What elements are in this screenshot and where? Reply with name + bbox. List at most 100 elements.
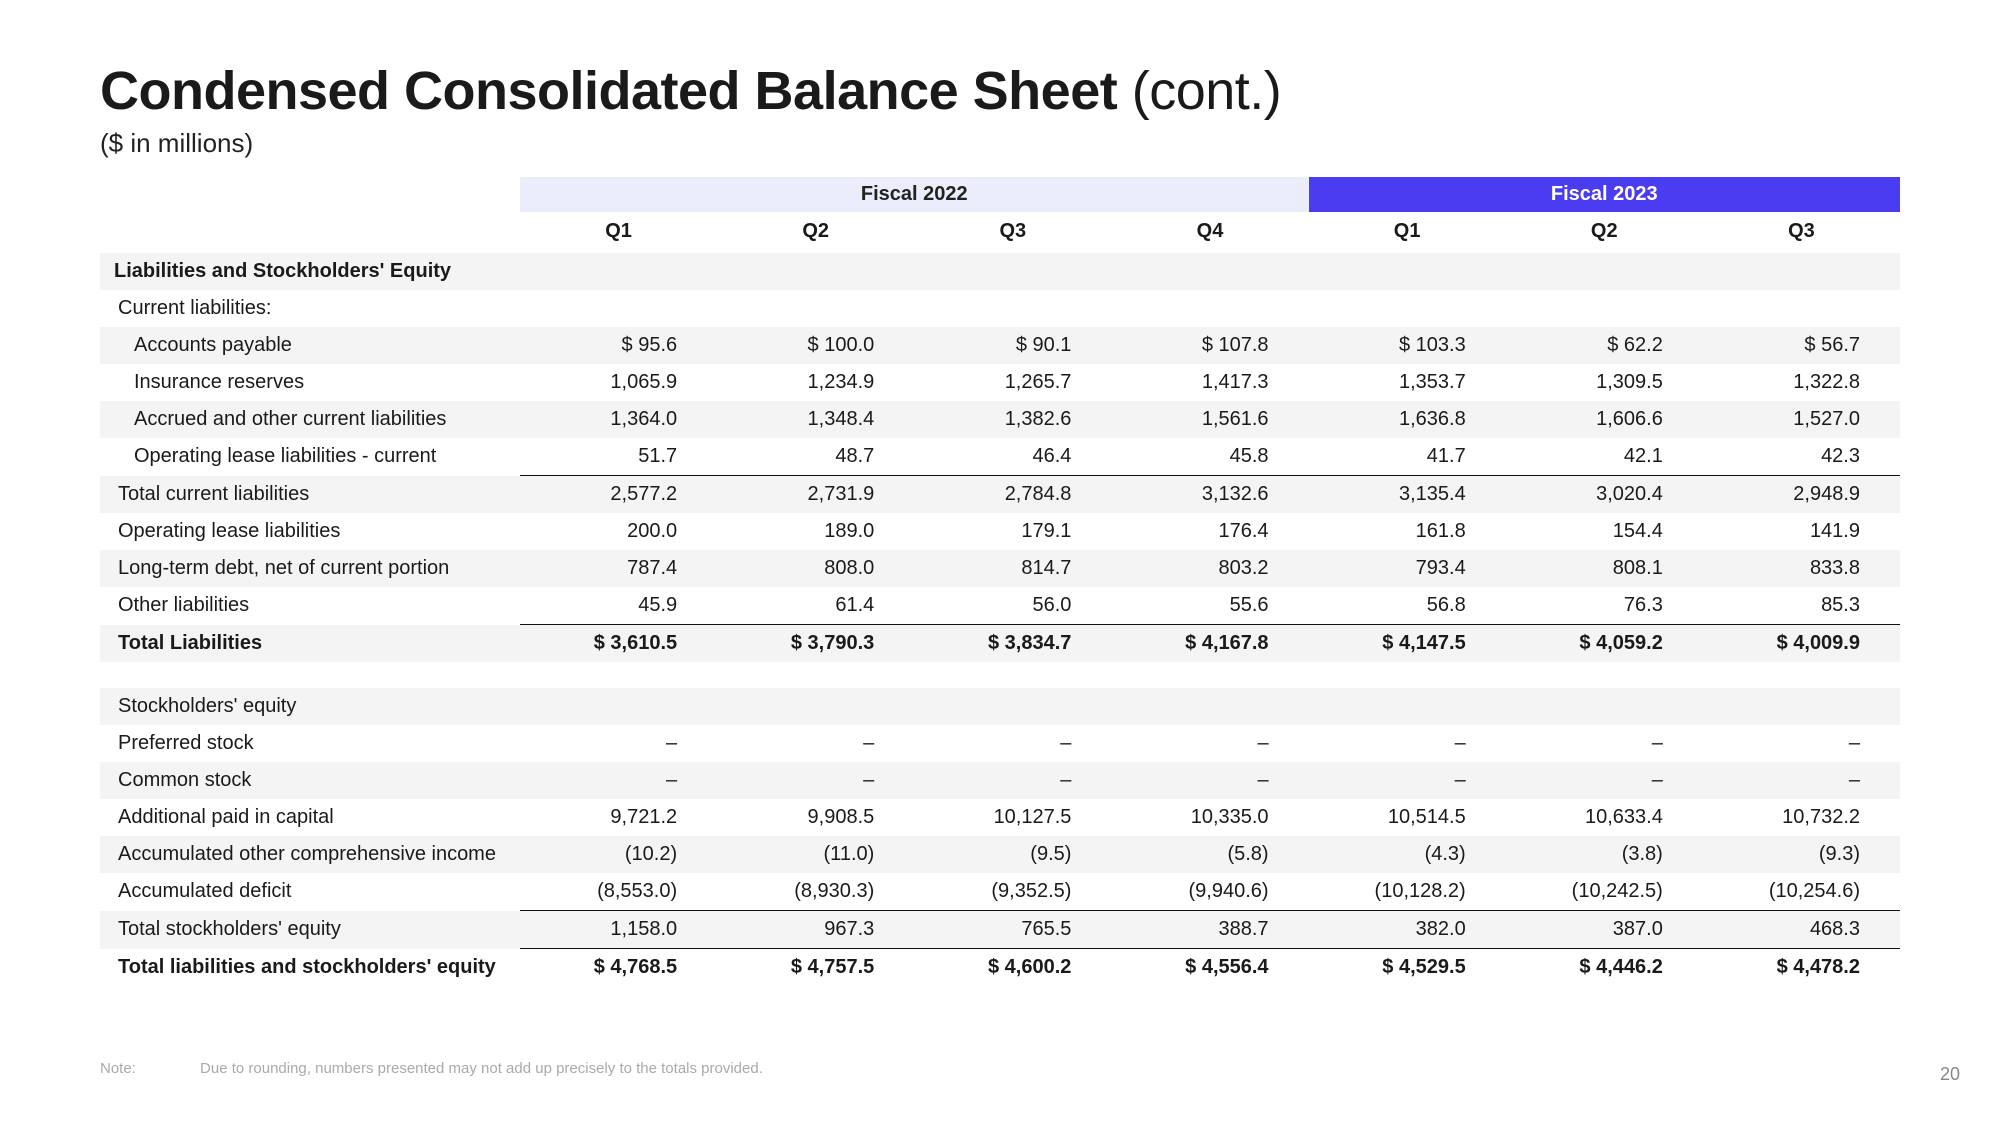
table-body: Liabilities and Stockholders' EquityCurr… (100, 253, 1900, 986)
cell-value: $ 4,529.5 (1309, 949, 1506, 987)
cell-value: – (1703, 762, 1900, 799)
cell-value: 161.8 (1309, 513, 1506, 550)
cell-value: 2,784.8 (914, 476, 1111, 514)
note-text: Due to rounding, numbers presented may n… (200, 1060, 763, 1077)
cell-value: – (1111, 762, 1308, 799)
table-row (100, 662, 1900, 688)
table-row: Total stockholders' equity1,158.0967.376… (100, 911, 1900, 949)
cell-value: 1,265.7 (914, 364, 1111, 401)
cell-value: 1,417.3 (1111, 364, 1308, 401)
cell-value: (8,553.0) (520, 873, 717, 911)
cell-value: 200.0 (520, 513, 717, 550)
cell-value: – (1111, 725, 1308, 762)
cell-value: 55.6 (1111, 587, 1308, 625)
cell-value: 2,731.9 (717, 476, 914, 514)
cell-value: 1,234.9 (717, 364, 914, 401)
row-label: Accounts payable (100, 327, 520, 364)
col-q4-22: Q4 (1111, 212, 1308, 253)
table-row: Total liabilities and stockholders' equi… (100, 949, 1900, 987)
cell-value: 1,364.0 (520, 401, 717, 438)
cell-value: $ 4,757.5 (717, 949, 914, 987)
cell-value: $ 107.8 (1111, 327, 1308, 364)
row-label: Total current liabilities (100, 476, 520, 514)
cell-value: $ 3,790.3 (717, 625, 914, 663)
cell-value (914, 688, 1111, 725)
fy23-header: Fiscal 2023 (1309, 177, 1900, 212)
title-main: Condensed Consolidated Balance Sheet (100, 61, 1117, 121)
cell-value: $ 4,556.4 (1111, 949, 1308, 987)
fy22-header: Fiscal 2022 (520, 177, 1309, 212)
cell-value: (9.5) (914, 836, 1111, 873)
cell-value: 387.0 (1506, 911, 1703, 949)
cell-value: 56.8 (1309, 587, 1506, 625)
cell-value: 45.8 (1111, 438, 1308, 476)
cell-value: $ 4,446.2 (1506, 949, 1703, 987)
cell-value: 765.5 (914, 911, 1111, 949)
fiscal-year-row: Fiscal 2022 Fiscal 2023 (100, 177, 1900, 212)
balance-sheet-table: Fiscal 2022 Fiscal 2023 Q1 Q2 Q3 Q4 Q1 Q… (100, 177, 1900, 986)
cell-value: 189.0 (717, 513, 914, 550)
cell-value: 48.7 (717, 438, 914, 476)
cell-value: 45.9 (520, 587, 717, 625)
cell-value: 3,132.6 (1111, 476, 1308, 514)
cell-value: $ 95.6 (520, 327, 717, 364)
cell-value: 1,309.5 (1506, 364, 1703, 401)
row-label: Operating lease liabilities - current (100, 438, 520, 476)
table-row: Current liabilities: (100, 290, 1900, 327)
cell-value: – (914, 762, 1111, 799)
cell-value: – (1506, 725, 1703, 762)
cell-value: 1,322.8 (1703, 364, 1900, 401)
row-label: Operating lease liabilities (100, 513, 520, 550)
table-row: Accrued and other current liabilities1,3… (100, 401, 1900, 438)
row-label: Accumulated deficit (100, 873, 520, 911)
cell-value: $ 4,059.2 (1506, 625, 1703, 663)
cell-value: 3,020.4 (1506, 476, 1703, 514)
cell-value: (11.0) (717, 836, 914, 873)
cell-value: $ 103.3 (1309, 327, 1506, 364)
cell-value: $ 4,167.8 (1111, 625, 1308, 663)
table-row: Additional paid in capital9,721.29,908.5… (100, 799, 1900, 836)
row-label: Total stockholders' equity (100, 911, 520, 949)
cell-value: (10,242.5) (1506, 873, 1703, 911)
cell-value: 814.7 (914, 550, 1111, 587)
cell-value: 808.1 (1506, 550, 1703, 587)
cell-value: (5.8) (1111, 836, 1308, 873)
table-row: Operating lease liabilities200.0189.0179… (100, 513, 1900, 550)
cell-value (1309, 688, 1506, 725)
cell-value: 46.4 (914, 438, 1111, 476)
cell-value: $ 4,600.2 (914, 949, 1111, 987)
cell-value: 51.7 (520, 438, 717, 476)
cell-value: – (520, 762, 717, 799)
row-label: Liabilities and Stockholders' Equity (100, 253, 520, 290)
cell-value: 1,527.0 (1703, 401, 1900, 438)
cell-value: $ 4,478.2 (1703, 949, 1900, 987)
row-label: Other liabilities (100, 587, 520, 625)
row-label: Accrued and other current liabilities (100, 401, 520, 438)
cell-value: 154.4 (1506, 513, 1703, 550)
cell-value: 42.3 (1703, 438, 1900, 476)
cell-value: 56.0 (914, 587, 1111, 625)
quarter-row: Q1 Q2 Q3 Q4 Q1 Q2 Q3 (100, 212, 1900, 253)
footnote: Note: Due to rounding, numbers presented… (100, 1060, 763, 1077)
cell-value: (10,254.6) (1703, 873, 1900, 911)
note-label: Note: (100, 1060, 136, 1077)
title-cont: (cont.) (1117, 61, 1281, 121)
cell-value: 2,577.2 (520, 476, 717, 514)
table-row: Accounts payable$ 95.6$ 100.0$ 90.1$ 107… (100, 327, 1900, 364)
cell-value: $ 4,768.5 (520, 949, 717, 987)
cell-value: 2,948.9 (1703, 476, 1900, 514)
table-row: Insurance reserves1,065.91,234.91,265.71… (100, 364, 1900, 401)
table-row: Other liabilities45.961.456.055.656.876.… (100, 587, 1900, 625)
row-label: Stockholders' equity (100, 688, 520, 725)
cell-value: 1,348.4 (717, 401, 914, 438)
cell-value: $ 56.7 (1703, 327, 1900, 364)
cell-value (520, 688, 717, 725)
cell-value: 176.4 (1111, 513, 1308, 550)
row-label: Current liabilities: (100, 290, 520, 327)
cell-value: $ 4,009.9 (1703, 625, 1900, 663)
cell-value: 808.0 (717, 550, 914, 587)
table-row: Liabilities and Stockholders' Equity (100, 253, 1900, 290)
cell-value: 9,908.5 (717, 799, 914, 836)
cell-value: – (1506, 762, 1703, 799)
row-label: Accumulated other comprehensive income (100, 836, 520, 873)
